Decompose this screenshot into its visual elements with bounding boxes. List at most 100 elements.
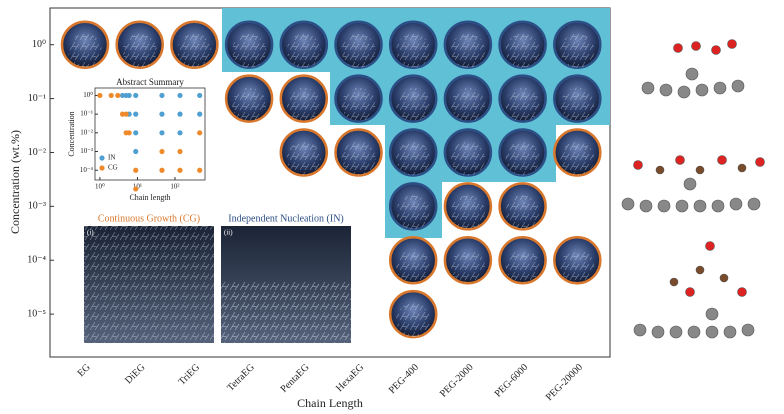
inset-title: Abstract Summary — [116, 77, 184, 87]
x-tick-label: 10² — [170, 183, 179, 191]
legend-label: CG — [108, 164, 118, 172]
point — [159, 167, 165, 173]
point — [177, 148, 183, 155]
x-tick-label: PEG-2000 — [438, 362, 476, 400]
crystal-texture — [396, 33, 431, 68]
point — [133, 111, 139, 117]
crystal-texture — [450, 141, 485, 176]
x-tick-label: HexaEG — [334, 362, 366, 394]
crystal-texture — [68, 33, 102, 68]
point — [197, 111, 203, 117]
inset-frame — [94, 87, 206, 181]
y-tick-label: 10⁻² — [28, 147, 46, 158]
crystal-texture — [286, 141, 321, 176]
y-tick-label: 10⁻¹ — [28, 93, 46, 104]
crystal-texture — [505, 195, 540, 230]
point — [115, 92, 121, 99]
point — [133, 92, 139, 99]
x-tick-label: DiEG — [123, 362, 147, 386]
crystal-texture — [396, 87, 431, 122]
x-tick-label: PentaEG — [279, 362, 312, 395]
point — [197, 130, 203, 136]
annotation: Independent Nucleation (IN) — [228, 213, 344, 224]
point — [177, 130, 183, 136]
crystal-texture — [560, 249, 595, 284]
x-tick-label: PEG-6000 — [493, 362, 531, 400]
molecule-2 — [621, 155, 765, 213]
crystal-texture — [341, 141, 376, 176]
annotation: (ii) — [224, 229, 233, 237]
photo-cg-texture — [84, 226, 214, 343]
legend-marker — [99, 165, 105, 171]
y-tick-label: 10⁰ — [83, 91, 93, 99]
crystal-texture — [286, 33, 321, 68]
crystal-texture — [450, 87, 485, 122]
crystal-texture — [560, 141, 595, 176]
crystal-texture — [232, 87, 267, 122]
x-tick-label: PEG-20000 — [544, 362, 585, 403]
x-tick-label: TriEG — [177, 362, 203, 388]
x-tick-label: EG — [76, 362, 93, 379]
point — [133, 130, 139, 136]
molecule-1 — [641, 39, 745, 99]
crystal-texture — [505, 87, 540, 122]
crystal-texture — [122, 33, 157, 68]
point — [159, 92, 165, 99]
crystal-texture — [396, 141, 431, 176]
point — [108, 92, 114, 99]
legend-label: IN — [108, 154, 115, 162]
legend-marker — [99, 155, 105, 161]
crystal-texture — [341, 87, 376, 122]
x-axis-label: Chain length — [129, 193, 170, 202]
crystal-texture — [560, 33, 595, 68]
crystal-texture — [450, 195, 485, 230]
y-tick-label: 10⁻¹ — [80, 110, 93, 118]
y-tick-label: 10⁻⁴ — [80, 166, 94, 174]
crystal-texture — [505, 249, 540, 284]
main-plot: 10⁰ 10⁻¹ 10⁻² 10⁻³ 10⁻⁴ 10⁻⁵ EG DiEG TriEG TetraE… — [8, 20, 602, 410]
crystal-texture — [560, 87, 595, 122]
point — [159, 148, 165, 155]
point — [177, 92, 183, 99]
annotations: Continuous Growth (CG) Independent Nuclea… — [87, 213, 344, 236]
y-tick-label: 10⁻² — [80, 128, 93, 136]
point — [126, 92, 132, 99]
crystal-texture — [232, 33, 267, 68]
y-tick-label: 10⁻³ — [80, 147, 93, 155]
crystal-texture — [341, 33, 376, 68]
molecule-3 — [633, 241, 755, 339]
inset-plot: Abstract Summary 10⁰ 10⁻¹ 10⁻² 10⁻³ 10⁻⁴ 10⁰ 10… — [67, 77, 203, 202]
point — [133, 167, 139, 173]
point — [159, 130, 165, 136]
y-tick-label: 10⁰ — [32, 39, 46, 50]
y-tick-label: 10⁻⁴ — [27, 255, 46, 266]
point — [197, 92, 203, 99]
crystal-texture — [505, 141, 540, 176]
point — [197, 167, 203, 173]
point — [119, 92, 126, 99]
crystal-texture — [505, 33, 540, 68]
point — [133, 148, 139, 155]
point — [97, 92, 103, 99]
annotation: (i) — [87, 229, 94, 237]
crystal-texture — [177, 33, 212, 68]
x-tick-label: PEG-400 — [387, 362, 421, 396]
x-tick-label: 10¹ — [133, 183, 142, 191]
crystal-texture — [396, 303, 431, 338]
photo-in-texture — [221, 280, 351, 343]
inset-background — [60, 78, 207, 213]
point — [126, 130, 132, 136]
y-tick-label: 10⁻³ — [28, 201, 46, 212]
annotation: Continuous Growth (CG) — [98, 213, 200, 224]
point — [159, 111, 165, 117]
y-tick-label: 10⁻⁵ — [27, 308, 46, 319]
point — [177, 167, 183, 173]
crystal-texture — [286, 87, 321, 122]
y-axis-label: Concentration (wt.%) — [8, 130, 22, 234]
crystal-texture — [396, 249, 431, 284]
x-axis-label: Chain Length — [297, 396, 363, 410]
crystal-texture — [450, 33, 485, 68]
molecule-diagrams — [621, 39, 765, 339]
x-tick-label: TetraEG — [225, 362, 257, 394]
